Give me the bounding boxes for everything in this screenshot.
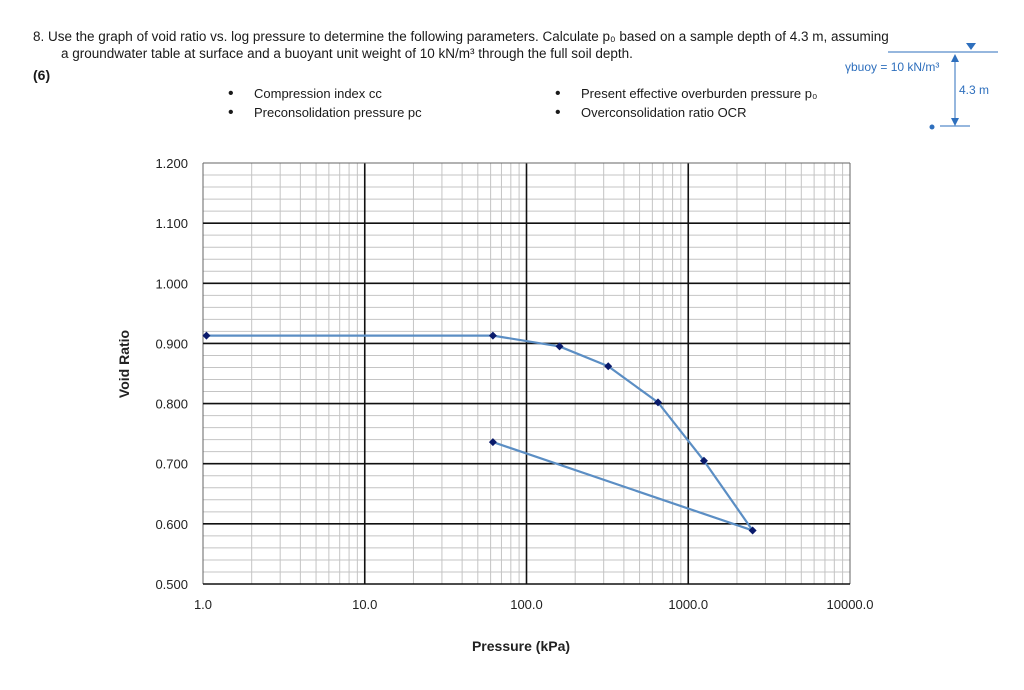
major-gridlines bbox=[202, 162, 851, 585]
y-tick-label: 0.700 bbox=[155, 457, 188, 472]
parameter-list-right: Present effective overburden pressure p₀… bbox=[555, 84, 817, 122]
data-point bbox=[604, 362, 613, 371]
depth-label: 4.3 m bbox=[959, 83, 990, 97]
y-axis-title: Void Ratio bbox=[116, 330, 132, 398]
data-point bbox=[488, 331, 497, 340]
x-tick-label: 1.0 bbox=[194, 597, 212, 612]
series-segment bbox=[607, 365, 660, 404]
data-markers bbox=[202, 331, 757, 535]
data-point bbox=[699, 456, 708, 465]
x-tick-label: 10.0 bbox=[352, 597, 377, 612]
question-marks: (6) bbox=[33, 67, 51, 83]
arrow-down-icon bbox=[951, 118, 959, 126]
parameter-list-left: Compression index cᴄ Preconsolidation pr… bbox=[228, 84, 422, 122]
arrow-up-icon bbox=[951, 54, 959, 62]
water-table-icon bbox=[966, 43, 976, 50]
y-tick-label: 0.500 bbox=[155, 577, 188, 592]
x-tick-label: 100.0 bbox=[510, 597, 543, 612]
data-point bbox=[653, 398, 662, 407]
sample-point-icon bbox=[929, 124, 935, 130]
y-tick-label: 0.900 bbox=[155, 336, 188, 351]
y-tick-label: 1.200 bbox=[155, 156, 188, 171]
soil-profile-sketch bbox=[888, 43, 998, 130]
list-item: Overconsolidation ratio OCR bbox=[555, 103, 817, 122]
data-point bbox=[555, 342, 564, 351]
y-tick-label: 0.600 bbox=[155, 517, 188, 532]
series-segment bbox=[491, 440, 754, 532]
y-tick-label: 0.800 bbox=[155, 397, 188, 412]
data-point bbox=[202, 331, 211, 340]
y-tick-label: 1.100 bbox=[155, 216, 188, 231]
question-text-line1: 8. Use the graph of void ratio vs. log p… bbox=[33, 29, 889, 44]
x-axis-title: Pressure (kPa) bbox=[472, 638, 570, 654]
minor-gridlines bbox=[203, 162, 850, 585]
x-tick-labels: 1.0 10.0 100.0 1000.0 10000.0 bbox=[194, 597, 874, 612]
data-point bbox=[748, 526, 757, 535]
list-item: Compression index cᴄ bbox=[228, 84, 422, 103]
series-segment bbox=[491, 334, 561, 348]
series-segment bbox=[558, 345, 610, 368]
list-item: Present effective overburden pressure p₀ bbox=[555, 84, 817, 103]
y-tick-labels: 0.500 0.600 0.700 0.800 0.900 1.000 1.100 1.200 bbox=[155, 156, 188, 592]
list-item: Preconsolidation pressure pᴄ bbox=[228, 103, 422, 122]
series-segment bbox=[702, 459, 754, 532]
data-point bbox=[488, 438, 497, 447]
x-tick-label: 1000.0 bbox=[668, 597, 708, 612]
x-tick-label: 10000.0 bbox=[827, 597, 874, 612]
question-text-line2: a groundwater table at surface and a buo… bbox=[61, 46, 633, 61]
buoyant-unit-weight-label: γbuoy = 10 kN/m³ bbox=[845, 60, 940, 74]
series-segment bbox=[656, 401, 706, 462]
y-tick-label: 1.000 bbox=[155, 276, 188, 291]
data-series bbox=[205, 334, 754, 532]
